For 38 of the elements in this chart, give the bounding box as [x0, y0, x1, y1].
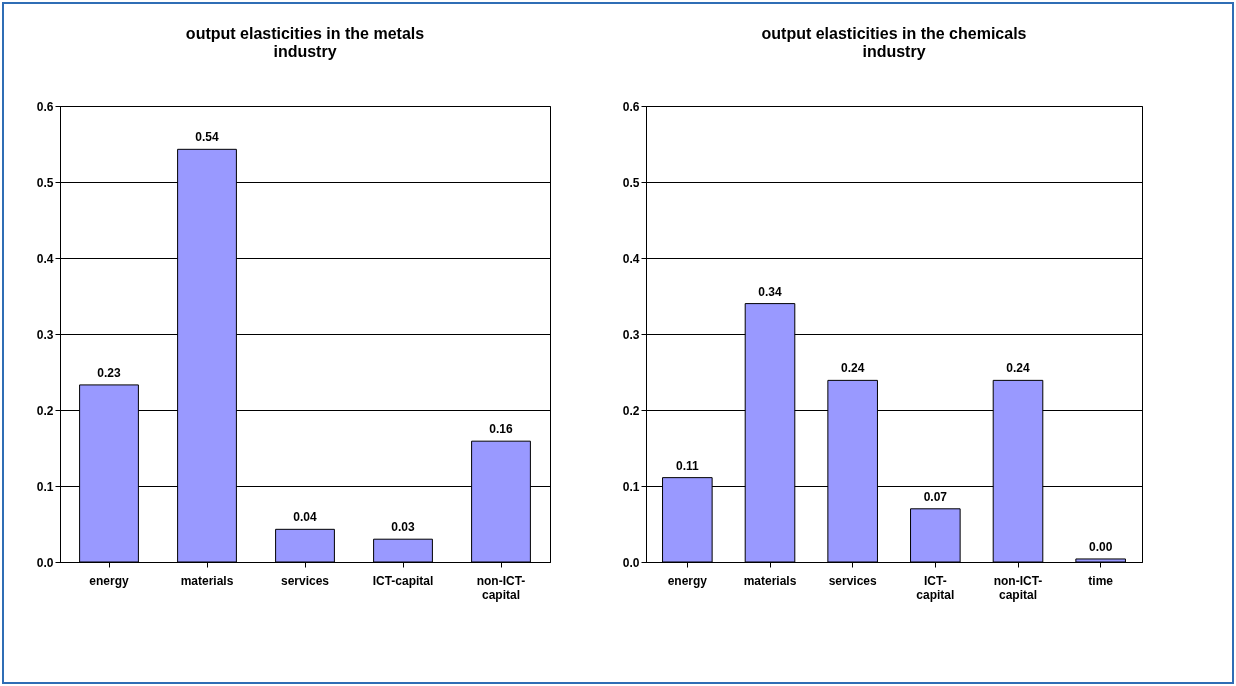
x-tick-label: materials: [743, 573, 797, 588]
x-tick-label: ICT-capital: [372, 573, 434, 588]
y-tick-label: 0.2: [622, 403, 640, 418]
x-tick-label: ICT-capital: [916, 573, 955, 602]
y-tick-label: 0.6: [36, 99, 54, 114]
y-tick-label: 0.5: [622, 175, 640, 190]
data-label: 0.04: [293, 510, 317, 525]
y-tick-label: 0.0: [622, 555, 640, 570]
x-tick-label: energy: [89, 573, 129, 588]
x-tick-label: non-ICT-capital: [993, 573, 1043, 602]
y-tick-label: 0.4: [36, 251, 54, 266]
y-tick-label: 0.2: [36, 403, 54, 418]
data-label: 0.11: [675, 458, 699, 473]
y-tick-label: 0.0: [36, 555, 54, 570]
data-label: 0.23: [97, 365, 121, 380]
data-label: 0.24: [1006, 361, 1030, 376]
data-label: 0.16: [489, 422, 513, 437]
data-label: 0.07: [923, 489, 948, 504]
data-label: 0.54: [195, 130, 219, 145]
chart-title: output elasticities in the metals industry: [185, 25, 425, 60]
chart-title: output elasticities in the chemicals industry: [761, 25, 1027, 60]
x-tick-label: services: [280, 573, 330, 588]
data-label: 0.03: [391, 520, 415, 535]
y-tick-label: 0.6: [622, 99, 640, 114]
x-tick-label: materials: [180, 573, 234, 588]
y-tick-label: 0.1: [36, 479, 54, 494]
y-tick-label: 0.5: [36, 175, 54, 190]
y-tick-label: 0.3: [36, 327, 54, 342]
y-tick-label: 0.4: [622, 251, 640, 266]
x-tick-label: time: [1088, 573, 1114, 588]
x-tick-label: non-ICT-capital: [476, 573, 526, 602]
data-label: 0.00: [1088, 539, 1113, 554]
x-tick-label: energy: [667, 573, 708, 588]
y-tick-label: 0.3: [622, 327, 640, 342]
y-tick-label: 0.1: [622, 479, 640, 494]
data-label: 0.34: [758, 284, 782, 299]
x-tick-label: services: [828, 573, 878, 588]
data-label: 0.24: [840, 361, 865, 376]
